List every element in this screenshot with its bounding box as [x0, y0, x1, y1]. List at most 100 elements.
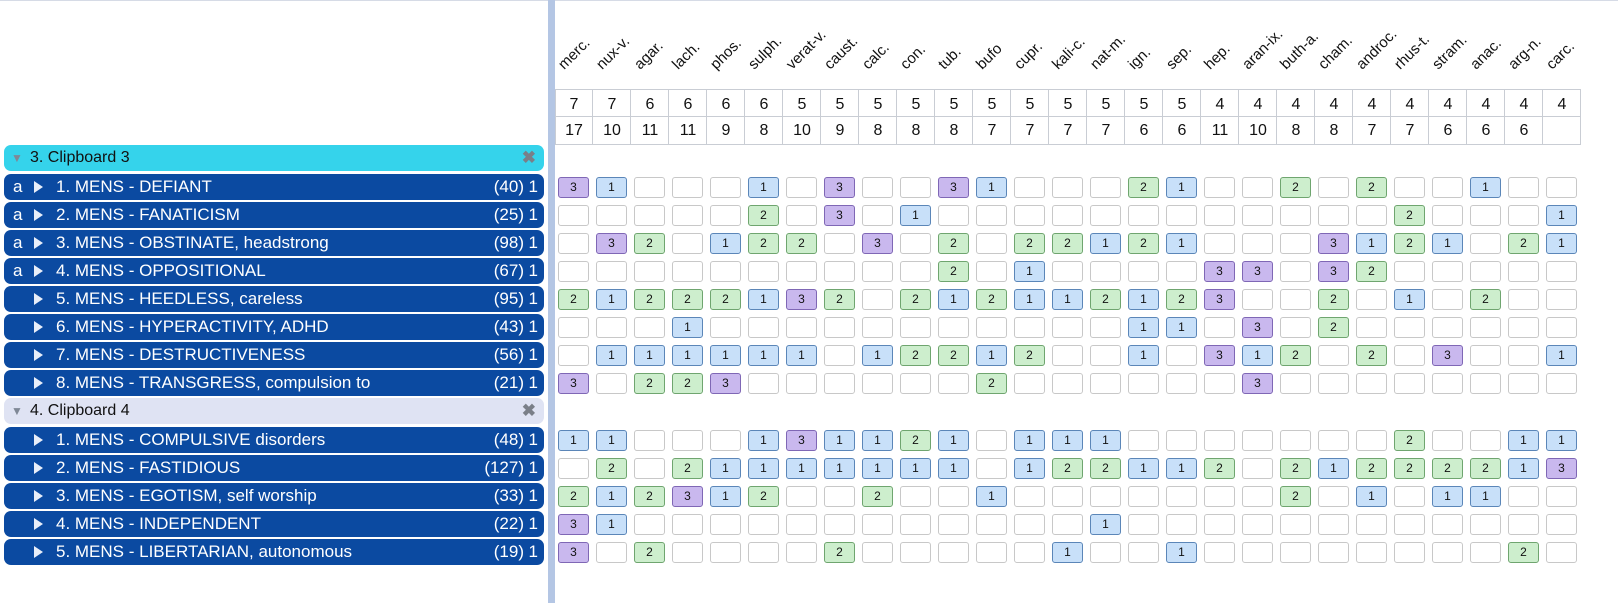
- empty-cell[interactable]: [1318, 542, 1349, 563]
- remedy-name[interactable]: calc.: [858, 39, 893, 73]
- empty-cell[interactable]: [596, 317, 627, 338]
- empty-cell[interactable]: [1242, 458, 1273, 479]
- rubric-row[interactable]: 3. MENS - EGOTISM, self worship (33) 1: [4, 483, 544, 509]
- empty-cell[interactable]: [1356, 317, 1387, 338]
- grade-cell[interactable]: 1: [1546, 233, 1577, 254]
- empty-cell[interactable]: [786, 514, 817, 535]
- empty-cell[interactable]: [748, 514, 779, 535]
- grade-cell[interactable]: 1: [710, 458, 741, 479]
- grade-cell[interactable]: 1: [976, 177, 1007, 198]
- rubric-row[interactable]: a 1. MENS - DEFIANT (40) 1: [4, 174, 544, 200]
- grade-cell[interactable]: 2: [672, 289, 703, 310]
- empty-cell[interactable]: [862, 261, 893, 282]
- empty-cell[interactable]: [1394, 317, 1425, 338]
- empty-cell[interactable]: [558, 261, 589, 282]
- grade-cell[interactable]: 1: [862, 458, 893, 479]
- grade-cell[interactable]: 2: [976, 289, 1007, 310]
- empty-cell[interactable]: [1242, 289, 1273, 310]
- empty-cell[interactable]: [1470, 261, 1501, 282]
- empty-cell[interactable]: [1166, 345, 1197, 366]
- remedy-name[interactable]: con.: [896, 40, 930, 73]
- empty-cell[interactable]: [1508, 345, 1539, 366]
- grade-cell[interactable]: 2: [1280, 177, 1311, 198]
- empty-cell[interactable]: [1128, 261, 1159, 282]
- grade-cell[interactable]: 1: [1128, 317, 1159, 338]
- grade-cell[interactable]: 1: [596, 514, 627, 535]
- empty-cell[interactable]: [976, 233, 1007, 254]
- empty-cell[interactable]: [1128, 486, 1159, 507]
- empty-cell[interactable]: [976, 205, 1007, 226]
- empty-cell[interactable]: [748, 317, 779, 338]
- empty-cell[interactable]: [862, 514, 893, 535]
- empty-cell[interactable]: [1546, 486, 1577, 507]
- grade-cell[interactable]: 1: [1128, 458, 1159, 479]
- empty-cell[interactable]: [1318, 486, 1349, 507]
- empty-cell[interactable]: [1470, 233, 1501, 254]
- grade-cell[interactable]: 1: [862, 345, 893, 366]
- rubric-row[interactable]: a 3. MENS - OBSTINATE, headstrong (98) 1: [4, 230, 544, 256]
- grade-cell[interactable]: 1: [748, 345, 779, 366]
- expand-arrow-icon[interactable]: [34, 265, 43, 277]
- empty-cell[interactable]: [1014, 205, 1045, 226]
- empty-cell[interactable]: [1280, 261, 1311, 282]
- grade-cell[interactable]: 1: [824, 458, 855, 479]
- empty-cell[interactable]: [1166, 514, 1197, 535]
- close-clipboard-icon[interactable]: ✖: [521, 148, 536, 167]
- grade-cell[interactable]: 1: [1128, 289, 1159, 310]
- empty-cell[interactable]: [672, 542, 703, 563]
- empty-cell[interactable]: [596, 261, 627, 282]
- empty-cell[interactable]: [558, 458, 589, 479]
- grade-cell[interactable]: 1: [634, 345, 665, 366]
- grade-cell[interactable]: 3: [672, 486, 703, 507]
- grade-cell[interactable]: 1: [1014, 289, 1045, 310]
- grade-cell[interactable]: 1: [710, 345, 741, 366]
- empty-cell[interactable]: [1546, 289, 1577, 310]
- empty-cell[interactable]: [1318, 205, 1349, 226]
- empty-cell[interactable]: [1242, 430, 1273, 451]
- grade-cell[interactable]: 2: [672, 458, 703, 479]
- grade-cell[interactable]: 2: [1356, 177, 1387, 198]
- grade-cell[interactable]: 1: [1090, 233, 1121, 254]
- remedy-name[interactable]: anac.: [1466, 35, 1505, 73]
- expand-arrow-icon[interactable]: [34, 518, 43, 530]
- empty-cell[interactable]: [1470, 542, 1501, 563]
- empty-cell[interactable]: [824, 317, 855, 338]
- grade-cell[interactable]: 2: [1052, 458, 1083, 479]
- grade-cell[interactable]: 1: [1090, 514, 1121, 535]
- expand-arrow-icon[interactable]: [34, 546, 43, 558]
- empty-cell[interactable]: [748, 373, 779, 394]
- empty-cell[interactable]: [1242, 205, 1273, 226]
- empty-cell[interactable]: [1356, 514, 1387, 535]
- empty-cell[interactable]: [1546, 542, 1577, 563]
- grade-cell[interactable]: 1: [710, 486, 741, 507]
- empty-cell[interactable]: [1052, 486, 1083, 507]
- grade-cell[interactable]: 1: [596, 345, 627, 366]
- grade-cell[interactable]: 3: [1432, 345, 1463, 366]
- expand-arrow-icon[interactable]: [34, 181, 43, 193]
- grade-cell[interactable]: 1: [1166, 233, 1197, 254]
- grade-cell[interactable]: 1: [1470, 177, 1501, 198]
- grade-cell[interactable]: 1: [558, 430, 589, 451]
- remedy-name[interactable]: arg-n.: [1504, 33, 1545, 73]
- grade-cell[interactable]: 1: [1052, 289, 1083, 310]
- empty-cell[interactable]: [938, 317, 969, 338]
- grade-cell[interactable]: 2: [1280, 458, 1311, 479]
- empty-cell[interactable]: [1090, 177, 1121, 198]
- empty-cell[interactable]: [1166, 261, 1197, 282]
- grade-cell[interactable]: 2: [1128, 177, 1159, 198]
- remedy-name[interactable]: cupr.: [1010, 37, 1047, 73]
- grade-cell[interactable]: 2: [748, 205, 779, 226]
- grade-cell[interactable]: 2: [1090, 458, 1121, 479]
- grade-cell[interactable]: 1: [1508, 458, 1539, 479]
- empty-cell[interactable]: [1432, 289, 1463, 310]
- grade-cell[interactable]: 2: [634, 289, 665, 310]
- empty-cell[interactable]: [1432, 542, 1463, 563]
- empty-cell[interactable]: [976, 542, 1007, 563]
- grade-cell[interactable]: 2: [672, 373, 703, 394]
- grade-cell[interactable]: 2: [1014, 345, 1045, 366]
- grade-cell[interactable]: 1: [900, 205, 931, 226]
- grade-cell[interactable]: 1: [672, 317, 703, 338]
- grade-cell[interactable]: 2: [938, 261, 969, 282]
- grade-cell[interactable]: 2: [1318, 289, 1349, 310]
- grade-cell[interactable]: 3: [938, 177, 969, 198]
